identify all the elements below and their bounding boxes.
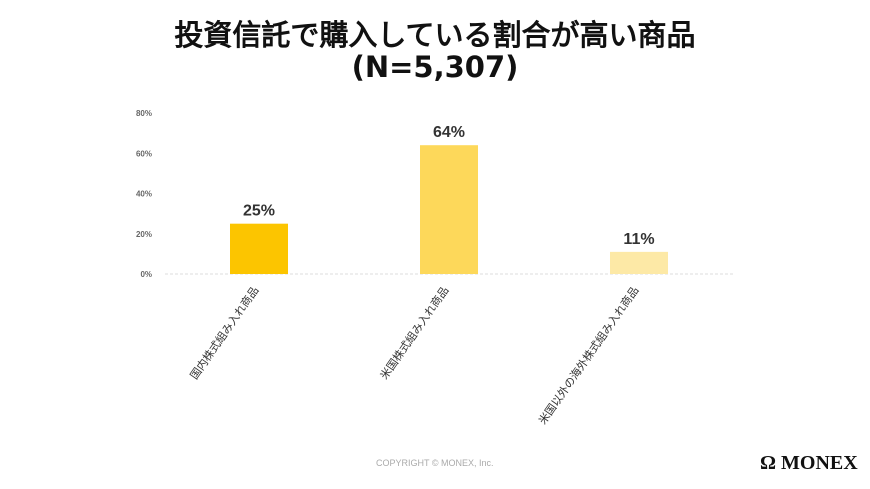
category-label: 米国以外の海外株式組み入れ商品 (535, 284, 641, 427)
bar-2 (420, 145, 478, 274)
y-tick-label: 0% (140, 270, 152, 279)
data-label: 11% (623, 231, 654, 248)
logo-text: MONEX (781, 452, 858, 474)
category-label: 米国株式組み入れ商品 (377, 284, 452, 382)
monex-logo: Ω MONEX (760, 452, 858, 474)
y-tick-label: 40% (136, 190, 152, 199)
data-label: 25% (243, 203, 275, 220)
bar-3 (610, 251, 668, 274)
chart-subtitle: (N=5,307) (351, 50, 519, 84)
copyright: COPYRIGHT © MONEX, Inc. (376, 458, 494, 468)
y-tick-label: 20% (136, 230, 152, 239)
y-tick-label: 80% (136, 109, 152, 118)
bar-1 (230, 223, 288, 274)
y-tick-label: 60% (136, 149, 152, 158)
chart-title: 投資信託で購入している割合が高い商品 (174, 18, 696, 52)
category-label: 国内株式組み入れ商品 (187, 284, 262, 382)
data-label: 64% (433, 124, 465, 141)
